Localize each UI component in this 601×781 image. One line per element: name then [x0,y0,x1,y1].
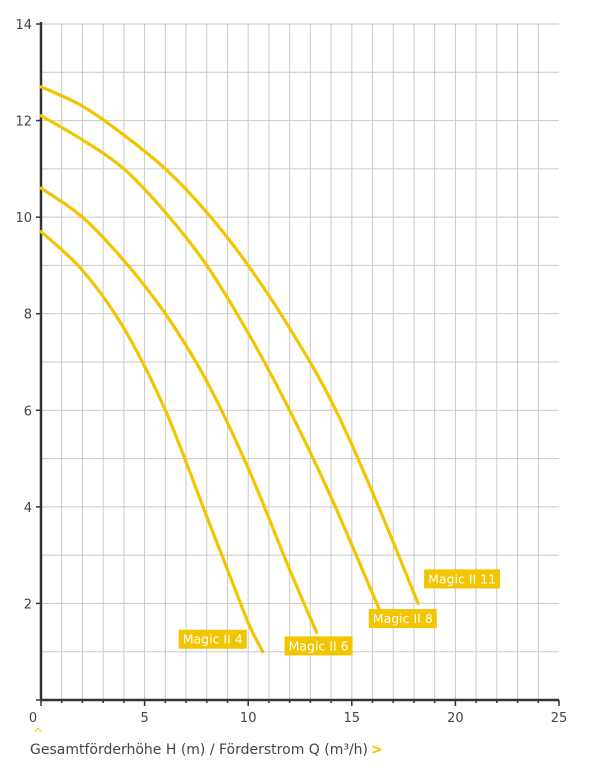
tick-labels: 2 4 6 8 10 12 14 0 5 10 15 20 25 [15,18,567,726]
x-tick-label: 10 [240,711,257,726]
y-tick-label: 6 [24,404,32,419]
caret-up-icon: ^ [33,726,44,740]
curve-label-text: Magic II 4 [183,632,243,647]
y-tick-label: 12 [15,115,32,130]
chevron-right-icon: > [371,742,383,758]
x-tick-label: 15 [344,711,361,726]
x-axis-caption-text: Gesamtförderhöhe H (m) / Förderstrom Q (… [30,742,369,758]
x-tick-label: 20 [447,711,464,726]
curve-label-magic-ii-4: Magic II 4 [178,629,247,649]
grid [41,23,559,700]
curve-magic-ii-4 [39,230,265,654]
curve-label-magic-ii-11: Magic II 11 [424,569,501,589]
curve-magic-ii-8 [39,114,383,615]
curve-label-box [284,636,353,656]
y-tick-label: 10 [15,211,32,226]
curve-labels: Magic II 4 Magic II 6 Magic II 8 Magic II 1… [178,569,501,656]
curve-label-text: Magic II 8 [373,611,433,626]
x-tick-label: 0 [29,711,37,726]
y-tick-label: 2 [24,597,32,612]
curve-label-magic-ii-8: Magic II 8 [368,609,437,629]
curves [39,85,420,654]
curve-label-text: Magic II 6 [289,638,349,653]
y-tick-label: 8 [24,308,32,323]
curve-magic-ii-11 [39,85,420,606]
curve-label-box [368,609,437,629]
curve-label-box [424,569,501,589]
curve-label-text: Magic II 11 [428,571,496,586]
curve-label-magic-ii-6: Magic II 6 [284,636,353,656]
y-tick-label: 4 [24,501,32,516]
x-tick-label: 25 [551,711,568,726]
x-axis-caption[interactable]: Gesamtförderhöhe H (m) / Förderstrom Q (… [30,742,383,758]
curve-magic-ii-6 [39,186,319,634]
y-tick-label: 14 [15,18,32,33]
x-tick-label: 5 [140,711,148,726]
axes [36,22,560,706]
curve-label-box [178,629,247,649]
